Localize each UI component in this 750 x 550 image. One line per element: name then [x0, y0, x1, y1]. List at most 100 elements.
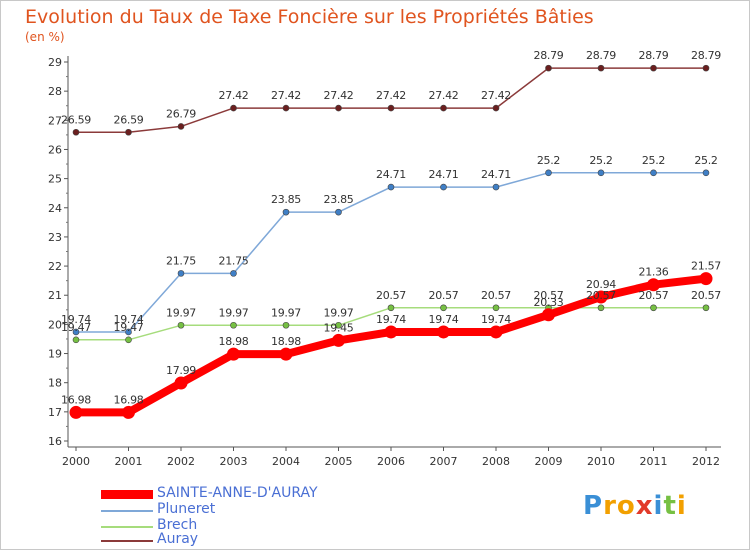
data-point — [440, 183, 447, 191]
data-point — [125, 336, 132, 344]
data-point — [440, 304, 447, 312]
logo-letter: x — [635, 491, 654, 521]
x-tick-label: 2005 — [325, 455, 353, 468]
data-point — [230, 321, 237, 329]
chart-subtitle: (en %) — [25, 30, 65, 44]
y-tick-label: 16 — [48, 435, 62, 448]
data-label: 28.79 — [691, 49, 721, 62]
axes: 16 17 18 19 20 21 22 23 24 25 26 27 28 29 2000 2001 2002… — [48, 56, 721, 468]
data-point — [647, 278, 660, 292]
data-point — [282, 104, 290, 112]
data-label: 18.98 — [271, 335, 301, 348]
data-point — [174, 376, 188, 390]
data-label: 24.71 — [481, 168, 511, 181]
x-tick-label: 2002 — [167, 455, 195, 468]
x-tick-label: 2000 — [62, 455, 90, 468]
legend-label: Brech — [157, 517, 198, 533]
data-point — [177, 123, 185, 130]
data-label: 25.2 — [537, 154, 560, 167]
data-label: 19.97 — [271, 306, 301, 319]
legend-swatch — [101, 510, 153, 512]
data-label: 19.74 — [61, 313, 91, 326]
y-tick-label: 24 — [48, 202, 62, 215]
data-point — [545, 64, 552, 72]
data-point — [72, 128, 80, 136]
series-points — [69, 64, 713, 419]
legend-label: SAINTE-ANNE-D'AURAY — [157, 485, 318, 501]
data-point — [279, 347, 293, 361]
data-label: 21.36 — [639, 266, 669, 279]
y-tick-label: 19 — [48, 348, 62, 361]
y-tick-label: 28 — [48, 85, 62, 98]
x-tick-label: 2006 — [377, 455, 405, 468]
data-label: 19.74 — [481, 313, 511, 326]
data-point — [69, 405, 83, 419]
data-point — [594, 290, 608, 304]
data-label: 24.71 — [429, 168, 459, 181]
logo-letter: i — [653, 491, 664, 521]
y-tick-label: 29 — [48, 56, 62, 69]
data-point — [492, 304, 500, 312]
data-label: 21.75 — [219, 254, 249, 267]
data-point — [492, 104, 500, 112]
data-label: 26.59 — [61, 113, 91, 126]
data-label: 20.57 — [639, 289, 669, 302]
data-label: 27.42 — [429, 89, 459, 102]
data-point — [177, 321, 185, 329]
logo-letter: t — [663, 491, 677, 521]
logo-letter: o — [616, 491, 636, 521]
data-label: 28.79 — [639, 49, 669, 62]
data-point — [650, 64, 657, 72]
x-tick-label: 2011 — [640, 455, 668, 468]
data-point — [437, 325, 450, 339]
y-tick-label: 20 — [48, 318, 62, 331]
data-point — [332, 333, 345, 347]
data-label: 20.57 — [481, 289, 511, 302]
data-point — [72, 336, 80, 344]
data-point — [545, 169, 552, 177]
data-point — [702, 64, 710, 72]
data-point — [282, 321, 290, 329]
logo-letter: P — [583, 491, 604, 521]
data-point — [597, 64, 605, 72]
legend-swatch — [101, 540, 153, 542]
data-label: 27.42 — [271, 89, 301, 102]
x-tick-label: 2010 — [587, 455, 615, 468]
data-label: 24.71 — [376, 168, 406, 181]
data-label: 21.57 — [691, 260, 721, 273]
data-label: 19.97 — [324, 306, 354, 319]
data-point — [440, 104, 447, 112]
data-point — [597, 304, 605, 312]
data-label: 19.74 — [429, 313, 459, 326]
data-label: 25.2 — [694, 154, 717, 167]
data-label: 19.97 — [166, 306, 196, 319]
data-point — [699, 272, 713, 286]
proxiti-logo: Proxiti — [583, 491, 687, 521]
data-label: 21.75 — [166, 254, 196, 267]
data-label: 28.79 — [586, 49, 616, 62]
y-tick-label: 22 — [48, 260, 62, 273]
legend-label: Auray — [157, 531, 199, 547]
data-point — [230, 104, 237, 112]
y-tick-label: 17 — [48, 406, 62, 419]
data-label: 20.94 — [586, 278, 616, 291]
data-label: 19.97 — [219, 306, 249, 319]
x-tick-label: 2012 — [692, 455, 720, 468]
y-tick-label: 25 — [48, 173, 62, 186]
data-label: 23.85 — [324, 193, 354, 206]
y-tick-label: 21 — [48, 289, 62, 302]
x-tick-label: 2004 — [272, 455, 300, 468]
data-label: 20.57 — [376, 289, 406, 302]
data-label: 27.42 — [324, 89, 354, 102]
y-tick-label: 23 — [48, 231, 62, 244]
data-label: 19.74 — [376, 313, 406, 326]
data-label: 28.79 — [534, 49, 564, 62]
chart-title: Evolution du Taux de Taxe Foncière sur l… — [25, 6, 594, 28]
data-point — [177, 270, 185, 277]
data-point — [489, 325, 503, 339]
data-label: 27.42 — [219, 89, 249, 102]
data-point — [650, 304, 657, 312]
legend-swatch — [101, 490, 153, 499]
x-tick-label: 2003 — [220, 455, 248, 468]
